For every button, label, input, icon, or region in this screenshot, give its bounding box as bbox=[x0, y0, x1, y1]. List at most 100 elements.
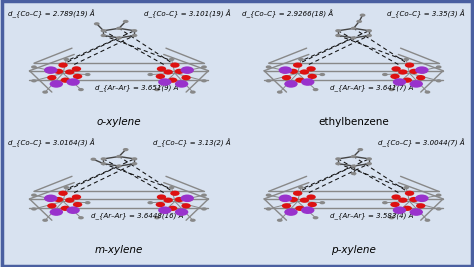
Text: d_{Co–C} = 3.0164(3) Å: d_{Co–C} = 3.0164(3) Å bbox=[8, 138, 94, 147]
Circle shape bbox=[357, 148, 363, 151]
Circle shape bbox=[94, 22, 100, 25]
Circle shape bbox=[300, 69, 309, 75]
Circle shape bbox=[351, 36, 356, 40]
Circle shape bbox=[277, 219, 283, 222]
Circle shape bbox=[157, 66, 166, 72]
Circle shape bbox=[183, 196, 193, 202]
Circle shape bbox=[169, 186, 174, 189]
Circle shape bbox=[45, 68, 55, 73]
Circle shape bbox=[266, 65, 272, 69]
Circle shape bbox=[123, 20, 128, 23]
Circle shape bbox=[306, 194, 316, 200]
Circle shape bbox=[351, 164, 356, 168]
Circle shape bbox=[182, 75, 191, 80]
Circle shape bbox=[293, 62, 302, 68]
Circle shape bbox=[72, 194, 81, 200]
Circle shape bbox=[164, 69, 173, 75]
Circle shape bbox=[366, 162, 372, 165]
Circle shape bbox=[157, 194, 166, 200]
Circle shape bbox=[402, 206, 412, 211]
Circle shape bbox=[280, 68, 289, 73]
Circle shape bbox=[170, 62, 180, 68]
Circle shape bbox=[319, 201, 325, 204]
Circle shape bbox=[201, 194, 207, 197]
Circle shape bbox=[181, 66, 194, 74]
Circle shape bbox=[436, 79, 441, 83]
Circle shape bbox=[201, 79, 207, 83]
Circle shape bbox=[279, 66, 292, 74]
Circle shape bbox=[147, 201, 153, 204]
Circle shape bbox=[72, 66, 81, 72]
Circle shape bbox=[280, 196, 289, 202]
Circle shape bbox=[335, 29, 341, 32]
Text: d_{Ar–Ar} = 3.651(9) Å: d_{Ar–Ar} = 3.651(9) Å bbox=[95, 83, 179, 92]
Circle shape bbox=[293, 191, 302, 196]
Circle shape bbox=[351, 27, 356, 30]
Circle shape bbox=[403, 186, 409, 189]
Circle shape bbox=[279, 195, 292, 202]
Circle shape bbox=[47, 203, 56, 209]
Circle shape bbox=[91, 158, 96, 161]
Circle shape bbox=[405, 62, 414, 68]
Circle shape bbox=[308, 74, 317, 79]
Circle shape bbox=[155, 202, 165, 207]
Circle shape bbox=[403, 58, 409, 61]
Circle shape bbox=[389, 88, 394, 91]
Circle shape bbox=[418, 68, 428, 73]
Circle shape bbox=[100, 29, 106, 32]
Circle shape bbox=[54, 197, 63, 202]
Circle shape bbox=[284, 208, 298, 216]
Circle shape bbox=[300, 198, 309, 203]
Circle shape bbox=[389, 216, 394, 219]
Circle shape bbox=[335, 157, 341, 160]
Circle shape bbox=[436, 207, 441, 211]
Circle shape bbox=[50, 208, 63, 216]
Circle shape bbox=[415, 66, 428, 74]
Circle shape bbox=[100, 157, 106, 160]
Circle shape bbox=[390, 74, 400, 79]
Circle shape bbox=[116, 36, 122, 40]
Circle shape bbox=[201, 207, 207, 211]
Circle shape bbox=[147, 73, 153, 76]
Circle shape bbox=[175, 80, 188, 88]
Circle shape bbox=[298, 186, 304, 189]
Circle shape bbox=[425, 91, 430, 94]
Text: o-xylene: o-xylene bbox=[97, 117, 141, 127]
Circle shape bbox=[416, 203, 426, 209]
Circle shape bbox=[382, 201, 388, 204]
Circle shape bbox=[289, 197, 298, 202]
Circle shape bbox=[308, 202, 317, 207]
Circle shape bbox=[201, 65, 207, 69]
Circle shape bbox=[306, 66, 316, 72]
Text: d_{Ar–Ar} = 3.583(4) Å: d_{Ar–Ar} = 3.583(4) Å bbox=[330, 211, 413, 220]
Circle shape bbox=[164, 198, 173, 203]
Circle shape bbox=[418, 196, 428, 202]
Circle shape bbox=[313, 88, 319, 91]
Circle shape bbox=[366, 34, 372, 37]
Circle shape bbox=[410, 197, 419, 202]
Circle shape bbox=[61, 206, 70, 211]
Circle shape bbox=[392, 66, 401, 72]
Text: d_{Co–C} = 2.789(19) Å: d_{Co–C} = 2.789(19) Å bbox=[8, 10, 94, 18]
Circle shape bbox=[295, 206, 305, 211]
Circle shape bbox=[301, 78, 314, 86]
Circle shape bbox=[50, 80, 63, 88]
Text: ethylbenzene: ethylbenzene bbox=[318, 117, 389, 127]
Circle shape bbox=[123, 148, 128, 151]
Circle shape bbox=[410, 69, 419, 74]
Circle shape bbox=[66, 206, 80, 214]
Circle shape bbox=[415, 195, 428, 202]
Circle shape bbox=[335, 34, 341, 37]
Text: m-xylene: m-xylene bbox=[95, 245, 143, 255]
Text: p-xylene: p-xylene bbox=[331, 245, 376, 255]
Circle shape bbox=[100, 34, 106, 37]
Circle shape bbox=[183, 68, 193, 73]
Circle shape bbox=[282, 203, 291, 209]
Circle shape bbox=[360, 14, 365, 17]
Circle shape bbox=[58, 191, 68, 196]
Circle shape bbox=[132, 162, 137, 165]
Circle shape bbox=[31, 194, 37, 197]
Circle shape bbox=[100, 162, 106, 165]
Circle shape bbox=[393, 78, 406, 86]
Circle shape bbox=[31, 79, 37, 83]
